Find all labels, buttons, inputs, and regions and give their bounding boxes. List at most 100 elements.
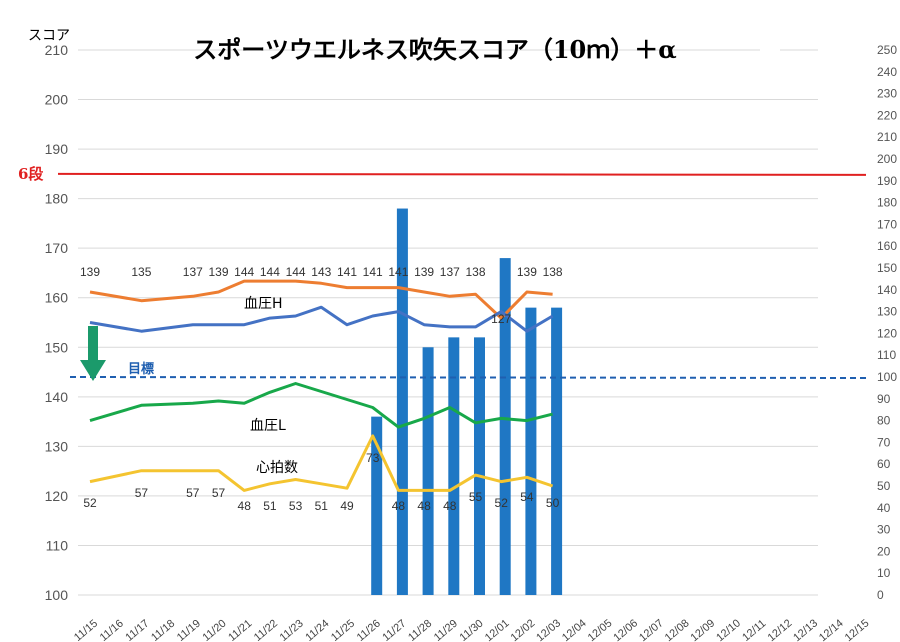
- bp-high-label: 138: [543, 265, 563, 279]
- x-tick-label: 12/07: [637, 617, 666, 642]
- score-bar: [371, 416, 383, 595]
- data-labels: 139 135 137 139 144 144 144 143 141 141 141 139 137 1…: [80, 265, 563, 513]
- x-tick-label: 12/11: [740, 618, 768, 642]
- x-tick-label: 12/05: [586, 617, 615, 642]
- x-tick-label: 11/27: [380, 618, 408, 642]
- chart-title: スポーツウエルネス吹矢スコア（10ｍ）＋α: [193, 35, 676, 64]
- heart-rate-label: 50: [546, 496, 560, 510]
- bp-high-label: 139: [517, 265, 537, 279]
- score-bar: [474, 337, 485, 595]
- x-tick-label: 12/15: [843, 617, 872, 642]
- right-tick-label: 50: [877, 479, 891, 493]
- x-tick-label: 12/14: [817, 617, 846, 642]
- reference-line-target: [69, 376, 867, 379]
- x-tick-label: 12/12: [766, 617, 795, 642]
- x-tick-label: 11/28: [406, 618, 434, 642]
- bp-high-label: 144: [286, 265, 306, 279]
- right-tick-label: 200: [877, 152, 897, 166]
- series-line-3: [89, 434, 554, 492]
- x-tick-label: 11/16: [98, 618, 126, 642]
- x-tick-label: 11/30: [457, 618, 485, 642]
- gridlines: [78, 49, 818, 596]
- heart-rate-label: 48: [443, 499, 457, 513]
- heart-rate-label: 73: [366, 451, 380, 465]
- heart-rate-label: 52: [495, 496, 509, 510]
- series-name-annotation: 心拍数: [256, 460, 298, 476]
- heart-rate-label: 53: [289, 499, 303, 513]
- x-tick-label: 12/03: [534, 617, 563, 642]
- right-tick-label: 150: [877, 261, 897, 275]
- right-tick-label: 30: [877, 523, 891, 537]
- bp-high-label: 144: [260, 265, 280, 279]
- bp-high-label: 139: [414, 265, 434, 279]
- x-tick-label: 11/23: [278, 618, 306, 642]
- left-tick-label: 190: [45, 141, 69, 157]
- arrow-head: [80, 360, 106, 381]
- x-axis-ticks: 11/1511/1611/1711/1811/1911/2011/2111/22…: [72, 617, 871, 642]
- x-tick-label: 12/02: [509, 617, 538, 642]
- right-tick-label: 60: [877, 457, 891, 471]
- x-tick-label: 12/06: [611, 617, 640, 642]
- right-tick-label: 140: [877, 283, 897, 297]
- bp-high-label: 141: [388, 265, 408, 279]
- right-tick-label: 20: [877, 544, 891, 558]
- heart-rate-label: 57: [212, 486, 226, 500]
- left-tick-label: 110: [46, 537, 69, 553]
- x-tick-label: 11/22: [252, 618, 280, 642]
- x-tick-label: 12/08: [663, 617, 692, 642]
- x-tick-label: 12/10: [714, 617, 743, 642]
- right-tick-label: 120: [877, 326, 897, 340]
- left-tick-label: 150: [45, 339, 69, 355]
- left-tick-label: 200: [45, 92, 69, 108]
- bp-high-label: 137: [183, 265, 203, 279]
- heart-rate-label: 49: [340, 499, 354, 513]
- left-tick-label: 100: [45, 587, 69, 603]
- score-bars: [371, 208, 563, 595]
- series-lines: [89, 279, 554, 492]
- heart-rate-label: 48: [417, 499, 431, 513]
- left-tick-label: 140: [45, 389, 69, 405]
- arrow-shaft: [88, 326, 98, 362]
- left-tick-label: 120: [45, 488, 69, 504]
- left-tick-label: 170: [45, 240, 69, 256]
- score-bar: [525, 307, 537, 595]
- x-tick-label: 11/25: [329, 618, 357, 642]
- right-tick-label: 230: [877, 87, 897, 101]
- series-line-0: [89, 279, 553, 320]
- heart-rate-label: 48: [238, 499, 252, 513]
- score-bar: [396, 208, 408, 595]
- x-tick-label: 12/13: [791, 617, 820, 642]
- right-tick-label: 170: [877, 217, 897, 231]
- score-bar: [422, 347, 434, 595]
- right-tick-label: 0: [877, 588, 884, 602]
- bp-high-label: 138: [465, 265, 485, 279]
- right-tick-label: 90: [877, 392, 891, 406]
- x-tick-label: 11/21: [226, 618, 254, 642]
- x-tick-label: 12/09: [688, 617, 717, 642]
- heart-rate-label: 54: [520, 490, 534, 504]
- heart-rate-label: 48: [392, 499, 406, 513]
- right-tick-label: 180: [877, 196, 897, 210]
- x-tick-label: 12/04: [560, 617, 589, 642]
- x-tick-label: 12/01: [483, 617, 512, 642]
- heart-rate-label: 57: [186, 486, 200, 500]
- reference-label-6dan: 6段: [18, 165, 43, 183]
- down-arrow-icon: [80, 326, 106, 381]
- right-tick-label: 250: [877, 43, 897, 57]
- bp-high-label: 143: [311, 265, 331, 279]
- x-tick-label: 11/24: [303, 618, 331, 642]
- bp-high-label: 137: [440, 265, 460, 279]
- bp-high-label: 127: [491, 312, 511, 326]
- left-tick-label: 160: [45, 290, 69, 306]
- right-tick-label: 190: [877, 174, 897, 188]
- score-bar: [551, 307, 563, 595]
- bp-high-label: 139: [80, 265, 100, 279]
- reference-line-6dan: [57, 172, 867, 176]
- right-tick-label: 240: [877, 65, 897, 79]
- left-axis-label: スコア: [28, 28, 70, 44]
- bp-high-label: 144: [234, 265, 254, 279]
- right-tick-label: 130: [877, 305, 897, 319]
- x-tick-label: 11/17: [123, 618, 151, 642]
